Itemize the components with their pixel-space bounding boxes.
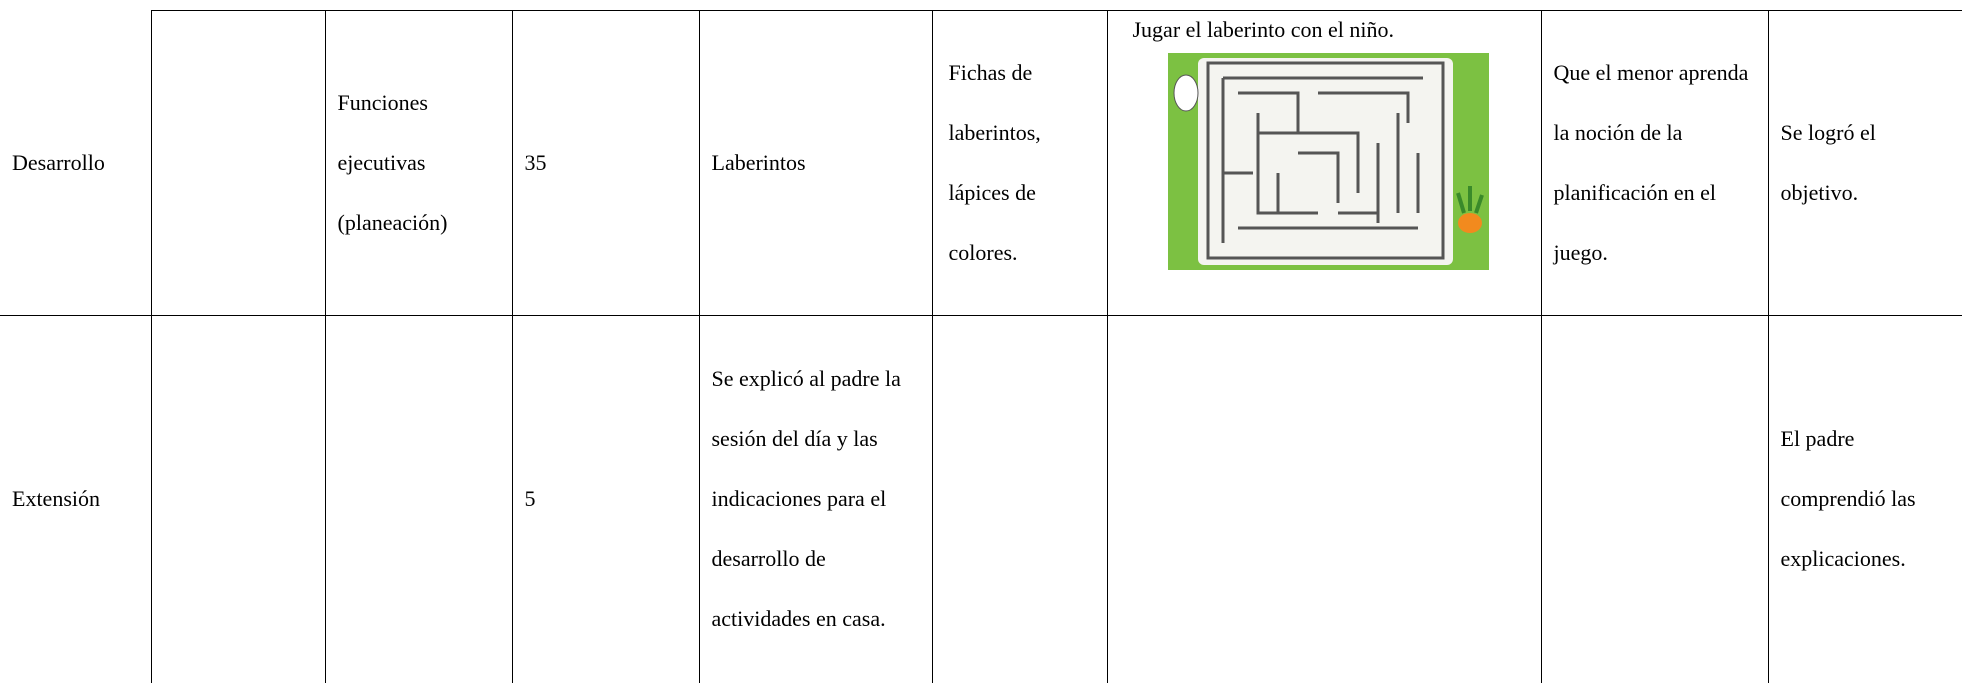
- cell: Funciones ejecutivas (planeación): [324, 10, 513, 316]
- cell-text: Jugar el laberinto con el niño.: [1132, 17, 1394, 42]
- cell: 35: [511, 10, 700, 316]
- cell: [150, 315, 326, 683]
- row: Desarrollo Funciones ejecutivas (planeac…: [0, 10, 1962, 316]
- cell: Desarrollo: [0, 10, 152, 316]
- cell: Jugar el laberinto con el niño.: [1106, 10, 1542, 316]
- row: Extensión 5 Se explicó al padre la sesió…: [0, 315, 1962, 683]
- cell: [150, 10, 326, 316]
- cell: El padre comprendió las explicaciones.: [1767, 315, 1962, 683]
- cell: Se logró el objetivo.: [1767, 10, 1962, 316]
- cell: [931, 315, 1108, 683]
- cell: Que el menor aprenda la noción de la pla…: [1540, 10, 1769, 316]
- cell: 5: [511, 315, 700, 683]
- cell: Laberintos: [698, 10, 933, 316]
- cell: [324, 315, 513, 683]
- cell: Se explicó al padre la sesión del día y …: [698, 315, 933, 683]
- maze-image: [1167, 53, 1489, 270]
- cell: Extensión: [0, 315, 152, 683]
- cell: [1106, 315, 1542, 683]
- cell: Fichas de laberintos, lápices de colores…: [931, 10, 1108, 316]
- plan-table: Desarrollo Funciones ejecutivas (planeac…: [0, 10, 1962, 683]
- cell: [1540, 315, 1769, 683]
